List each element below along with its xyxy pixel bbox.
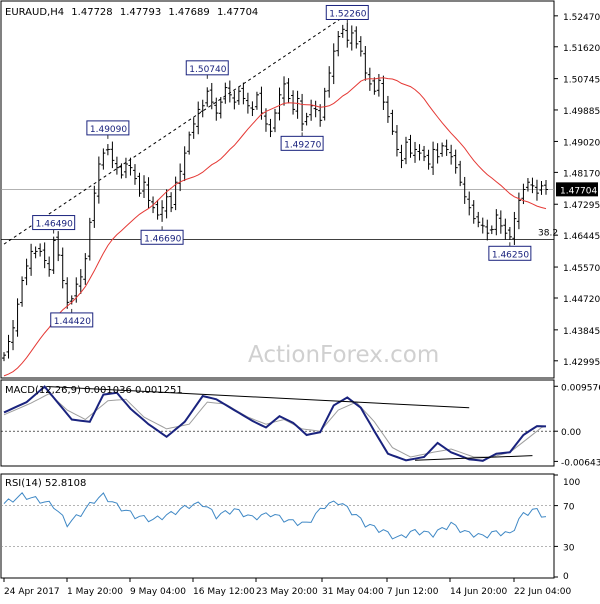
swing-price-label: 1.44420 [54, 317, 91, 327]
price-y-tick-label: 1.49885 [563, 107, 600, 117]
x-tick-label: 24 Apr 2017 [4, 587, 60, 597]
close-value: 1.47704 [217, 7, 258, 18]
swing-price-label: 1.46490 [36, 220, 73, 230]
price-y-tick-label: 1.49020 [563, 138, 600, 148]
macd-line [3, 385, 547, 462]
rsi-panel: 100 70 30 0 RSI(14) 52.8108 [0, 473, 580, 582]
x-tick-label: 23 May 20:00 [256, 587, 318, 597]
macd-trendline [414, 455, 533, 461]
x-tick-label: 1 May 20:00 [67, 587, 123, 597]
x-tick-label: 9 May 04:00 [130, 587, 186, 597]
macd-panel: 0.009576 0.00 -0.006433 MACD(12,26,9) 0.00… [0, 379, 600, 468]
macd-y-tick-label: -0.006433 [561, 458, 600, 468]
rsi-y-tick-label: 30 [563, 543, 575, 553]
macd-y-axis: 0.009576 0.00 -0.006433 [554, 383, 600, 468]
macd-y-tick-label: 0.009576 [561, 383, 600, 393]
chart-symbol-line: EURAUD,H4 1.47728 1.47793 1.47689 1.4770… [5, 7, 258, 18]
price-y-tick-label: 1.42995 [563, 358, 600, 368]
price-y-tick-label: 1.46445 [563, 232, 600, 242]
swing-label-box [185, 60, 229, 76]
swing-price-label: 1.49270 [284, 140, 321, 150]
high-value: 1.47793 [120, 7, 161, 18]
current-price-badge [556, 182, 598, 197]
price-y-tick-label: 1.47295 [563, 201, 600, 211]
x-tick-label: 7 Jun 12:00 [387, 587, 439, 597]
swing-price-label: 1.52260 [329, 9, 366, 19]
price-y-tick-label: 1.50745 [563, 76, 600, 86]
moving-average-line [3, 77, 547, 377]
rsi-y-tick-label: 0 [563, 572, 569, 582]
swing-price-label: 1.46690 [144, 234, 181, 244]
swing-label-box [488, 245, 532, 261]
price-y-tick-label: 1.45570 [563, 264, 600, 274]
fibonacci-level-label: 38.2 [538, 228, 558, 238]
macd-trendline [49, 386, 470, 409]
open-value: 1.47728 [71, 7, 112, 18]
swing-label-box [280, 135, 324, 151]
rsi-y-axis: 100 70 30 0 [554, 474, 580, 582]
candlestick-series [2, 23, 548, 362]
swing-label-box [32, 215, 76, 231]
low-value: 1.47689 [168, 7, 209, 18]
upper-trendline [3, 16, 344, 245]
price-y-tick-label: 1.43845 [563, 327, 600, 337]
price-y-tick-label: 1.48170 [563, 169, 600, 179]
watermark: ActionForex.com [248, 342, 439, 368]
rsi-y-tick-label: 70 [563, 503, 575, 513]
current-price-label: 1.47704 [560, 186, 597, 196]
x-tick-label: 14 Jun 20:00 [450, 587, 507, 597]
swing-label-box [325, 4, 369, 20]
swing-label-box [86, 120, 130, 136]
swing-label-box [50, 312, 94, 328]
rsi-y-tick-label: 100 [563, 478, 580, 488]
time-x-axis: 24 Apr 2017 1 May 20:00 9 May 04:00 16 May … [3, 578, 571, 597]
swing-price-label: 1.49090 [90, 125, 127, 135]
x-tick-label: 31 May 04:00 [322, 587, 384, 597]
price-y-tick-label: 1.44720 [563, 295, 600, 305]
x-tick-label: 22 Jun 04:00 [514, 587, 571, 597]
price-y-tick-label: 1.51620 [563, 44, 600, 54]
symbol: EURAUD,H4 [5, 7, 64, 18]
swing-price-label: 1.50740 [189, 65, 226, 75]
macd-y-tick-label: 0.00 [561, 428, 581, 438]
rsi-line [3, 492, 547, 540]
price-panel: ActionForex.com 38.2 1.47704 1.52260 1.507… [0, 0, 600, 379]
x-tick-label: 16 May 12:00 [193, 587, 255, 597]
price-y-tick-label: 1.52470 [563, 13, 600, 23]
swing-price-label: 1.46250 [492, 250, 529, 260]
swing-label-box [140, 229, 184, 245]
macd-title: MACD(12,26,9) 0.001036 0.001251 [5, 385, 183, 396]
rsi-title: RSI(14) 52.8108 [5, 478, 86, 489]
price-y-axis: 1.52470 1.51620 1.50745 1.49885 1.49020 1.481… [554, 13, 600, 368]
